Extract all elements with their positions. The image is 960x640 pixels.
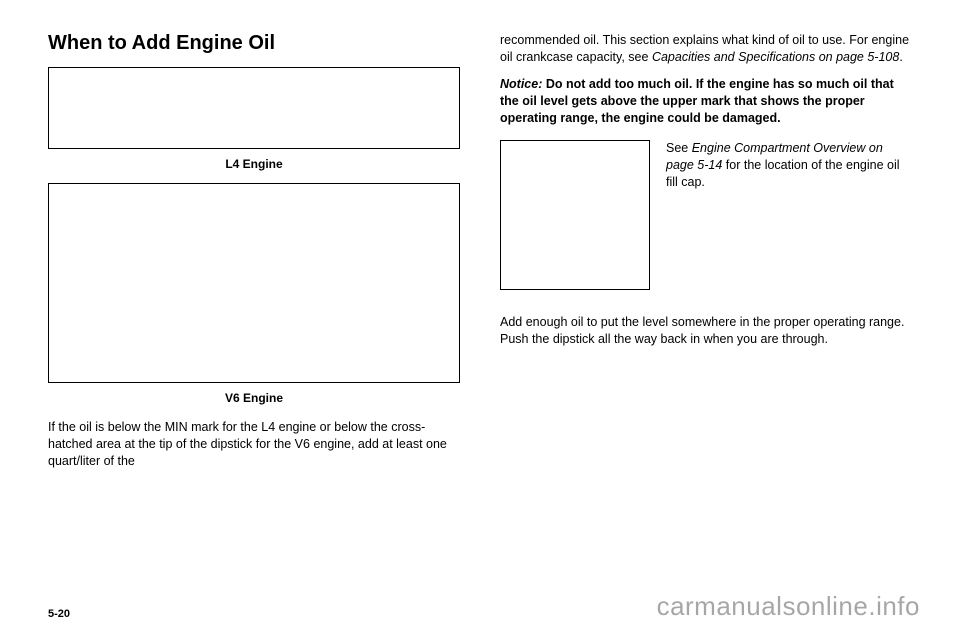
page-number: 5-20 xyxy=(48,608,70,620)
watermark: carmanualsonline.info xyxy=(657,591,920,622)
right-p1-link: Capacities and Specifications on page 5-… xyxy=(652,50,899,64)
figure-l4-engine xyxy=(48,67,460,149)
side-text-a: See xyxy=(666,141,692,155)
notice-block: Notice: Do not add too much oil. If the … xyxy=(500,76,912,127)
side-text: See Engine Compartment Overview on page … xyxy=(666,140,912,290)
notice-label: Notice: xyxy=(500,77,542,91)
right-paragraph-3: Add enough oil to put the level somewher… xyxy=(500,314,912,348)
notice-text: Do not add too much oil. If the engine h… xyxy=(500,77,894,125)
caption-l4: L4 Engine xyxy=(48,157,460,171)
right-paragraph-1: recommended oil. This section explains w… xyxy=(500,32,912,66)
figure-oil-cap xyxy=(500,140,650,290)
left-paragraph-1: If the oil is below the MIN mark for the… xyxy=(48,419,460,470)
figure-v6-engine xyxy=(48,183,460,383)
caption-v6: V6 Engine xyxy=(48,391,460,405)
section-heading: When to Add Engine Oil xyxy=(48,32,460,55)
right-p1-text-c: . xyxy=(899,50,902,64)
figure-with-text-row: See Engine Compartment Overview on page … xyxy=(500,140,912,290)
